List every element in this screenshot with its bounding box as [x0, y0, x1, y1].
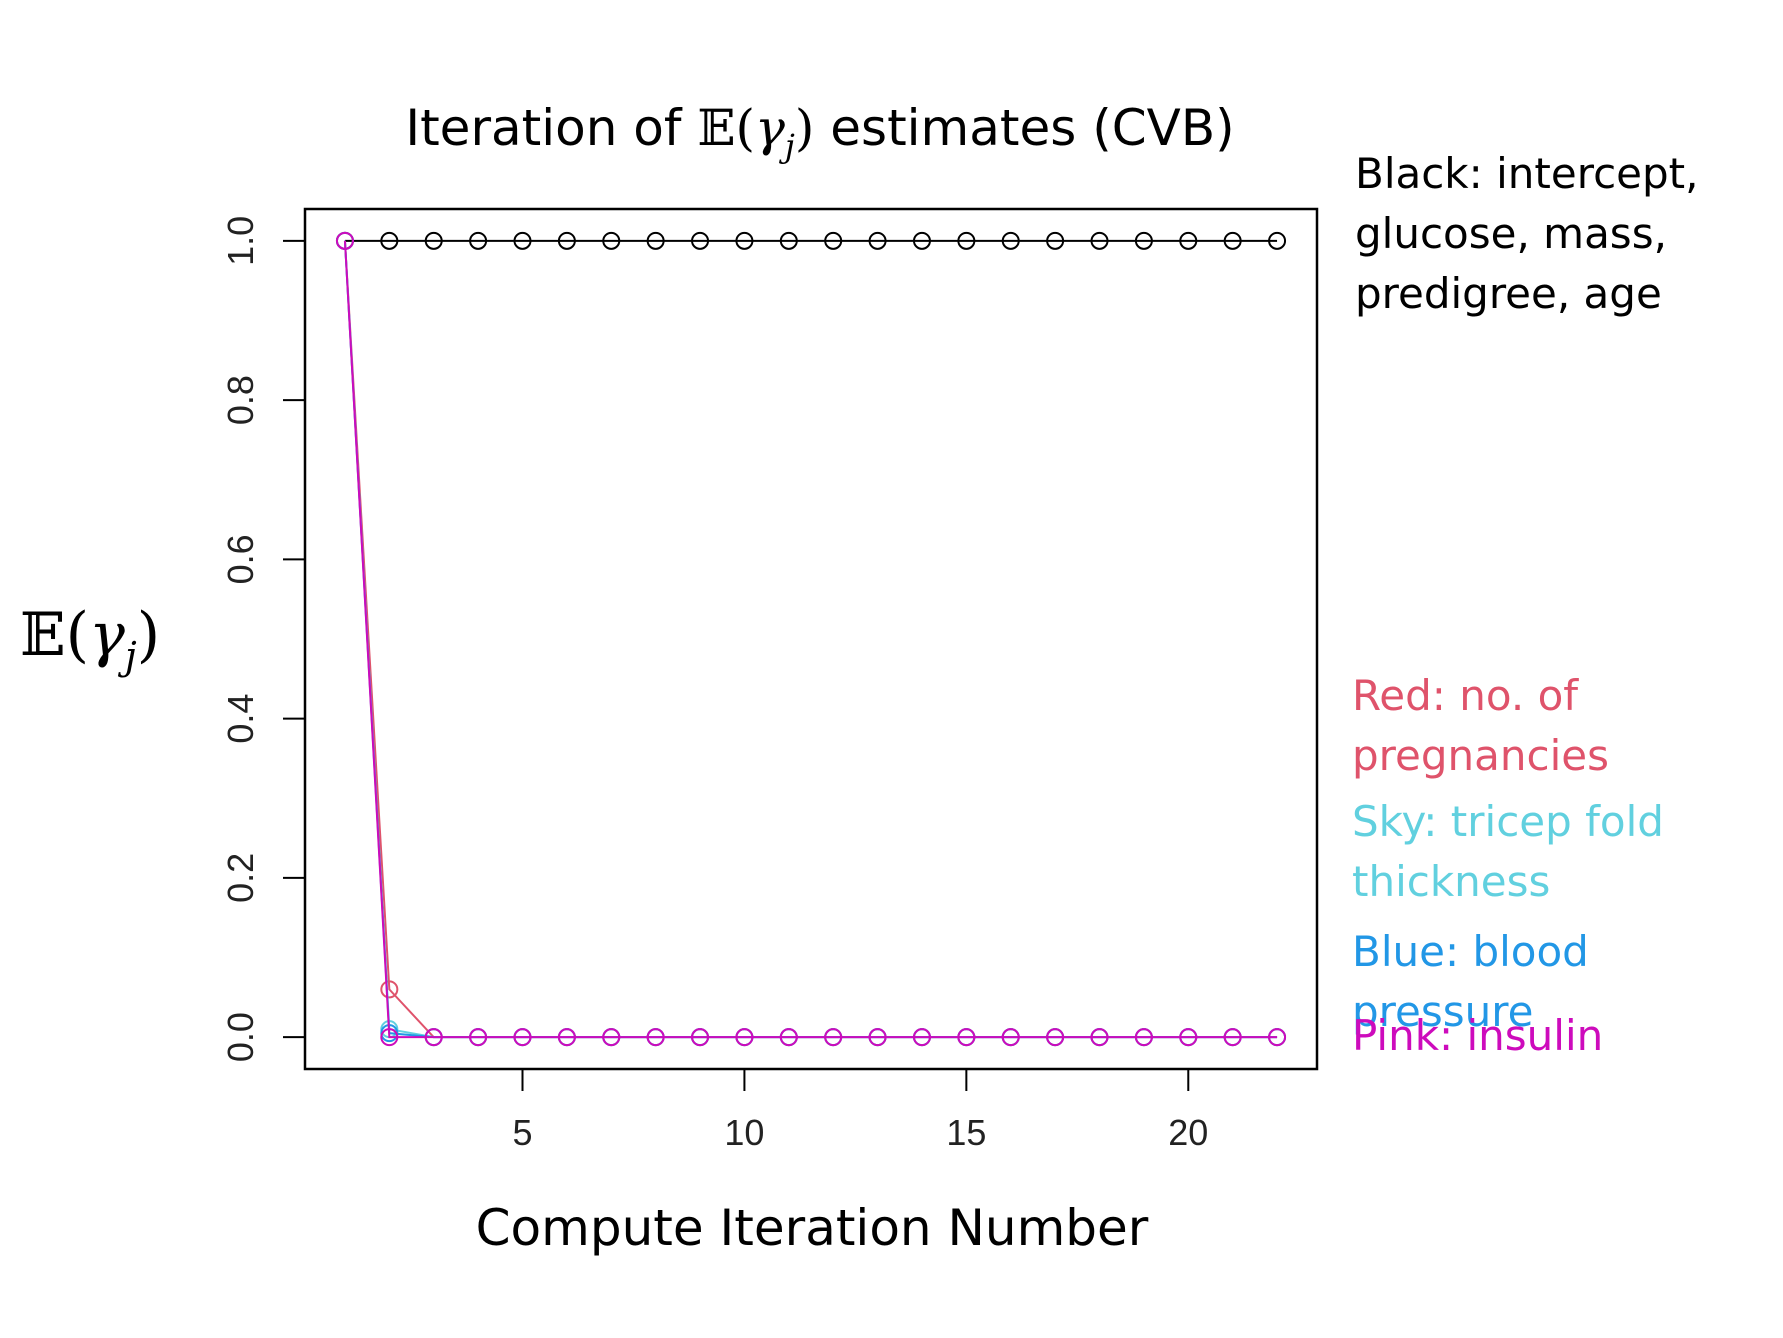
data-point [557, 231, 576, 250]
x-tick-label: 5 [512, 1112, 532, 1153]
x-tick-label: 10 [724, 1112, 764, 1153]
x-tick-label: 20 [1168, 1112, 1208, 1153]
data-point [824, 231, 843, 250]
data-point [1223, 231, 1242, 250]
data-point [868, 1028, 887, 1047]
y-axis: 0.0 0.2 0.4 0.6 0.8 1.0 [220, 216, 305, 1062]
x-axis: 5 10 15 20 [512, 1069, 1208, 1153]
series-0 [335, 231, 1287, 250]
series-2 [335, 231, 1287, 1047]
data-point [1046, 1028, 1065, 1047]
series-line [343, 240, 1278, 1039]
data-point [557, 1028, 576, 1047]
data-point [735, 231, 754, 250]
series-line [343, 240, 1278, 1039]
data-point [602, 1028, 621, 1047]
data-point [1090, 231, 1109, 250]
series-1 [335, 231, 1287, 1047]
x-axis-label: Compute Iteration Number [476, 1199, 1149, 1257]
data-point [646, 231, 665, 250]
data-point [1001, 1028, 1020, 1047]
y-tick-label: 0.0 [220, 1012, 261, 1062]
y-tick-label: 0.2 [220, 853, 261, 903]
data-point [469, 1028, 488, 1047]
data-point [912, 231, 931, 250]
chart-title: Iteration of 𝔼(γj) estimates (CVB) [405, 99, 1234, 165]
data-point [1268, 1028, 1287, 1047]
data-point [380, 1028, 399, 1047]
data-point [957, 231, 976, 250]
data-point [735, 1028, 754, 1047]
y-tick-label: 1.0 [220, 216, 261, 266]
data-point [1179, 231, 1198, 250]
data-point [912, 1028, 931, 1047]
data-point [469, 231, 488, 250]
data-point [779, 1028, 798, 1047]
data-point [691, 1028, 710, 1047]
data-point [424, 231, 443, 250]
data-point [1268, 231, 1287, 250]
y-tick-label: 0.6 [220, 534, 261, 584]
data-point [602, 231, 621, 250]
data-point [1046, 231, 1065, 250]
series-4 [335, 231, 1287, 1047]
series-line [343, 240, 1278, 1039]
series-3 [335, 231, 1287, 1047]
data-point [1090, 1028, 1109, 1047]
legend-sky: Sky: tricep fold thickness [1352, 797, 1664, 906]
legend-black: Black: intercept, glucose, mass, predigr… [1355, 149, 1699, 318]
data-point [868, 231, 887, 250]
data-point [691, 231, 710, 250]
y-axis-label: 𝔼(γj) [20, 600, 160, 678]
y-tick-label: 0.4 [220, 694, 261, 744]
data-point [335, 231, 354, 250]
data-point [824, 1028, 843, 1047]
data-point [1001, 231, 1020, 250]
series-layer [335, 231, 1287, 1047]
data-point [779, 231, 798, 250]
x-tick-label: 15 [946, 1112, 986, 1153]
data-point [646, 1028, 665, 1047]
data-point [513, 231, 532, 250]
legend-red: Red: no. of pregnancies [1352, 671, 1609, 780]
data-point [513, 1028, 532, 1047]
data-point [1134, 1028, 1153, 1047]
data-point [424, 1028, 443, 1047]
y-tick-label: 0.8 [220, 375, 261, 425]
data-point [957, 1028, 976, 1047]
data-point [1223, 1028, 1242, 1047]
data-point [380, 231, 399, 250]
data-point [1134, 231, 1153, 250]
data-point [380, 980, 399, 999]
plot-frame [303, 207, 1319, 1071]
series-line [343, 240, 1278, 1039]
legend-pink: Pink: insulin [1352, 1011, 1604, 1060]
legend-blue: Blue: blood pressure [1352, 927, 1589, 1036]
data-point [1179, 1028, 1198, 1047]
